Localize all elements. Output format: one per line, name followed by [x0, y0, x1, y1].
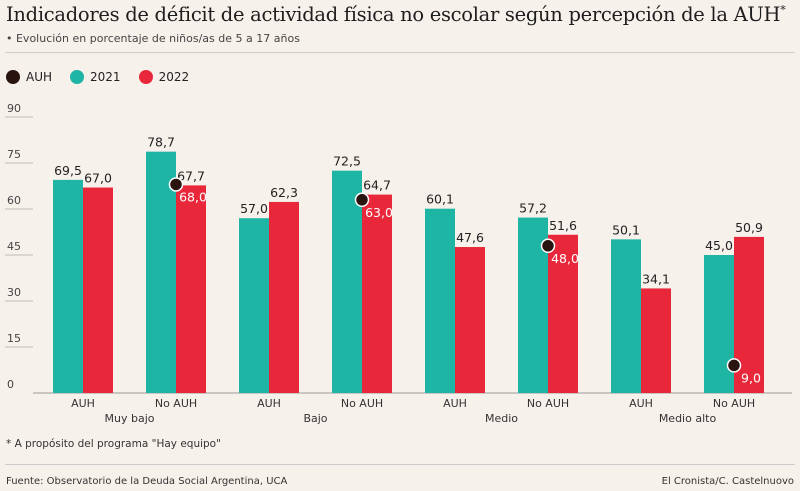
x-tick-label: No AUH — [713, 397, 755, 410]
y-tick-label: 15 — [7, 332, 21, 345]
y-tick-label: 75 — [7, 148, 21, 161]
y-tick-label: 0 — [7, 378, 14, 391]
data-label-2022: 64,7 — [363, 178, 391, 193]
data-label-2021: 69,5 — [54, 163, 82, 178]
chart-subtitle: • Evolución en porcentaje de niños/as de… — [6, 32, 300, 45]
chart-title: Indicadores de déficit de actividad físi… — [6, 3, 786, 26]
x-tick-label: AUH — [443, 397, 467, 410]
group-label: Bajo — [303, 412, 327, 425]
source: Fuente: Observatorio de la Deuda Social … — [6, 476, 288, 487]
data-label-2021: 57,2 — [519, 201, 547, 216]
data-label-auh: 68,0 — [179, 189, 207, 204]
bar-2022 — [641, 288, 671, 393]
bar-2022 — [362, 194, 392, 393]
legend-label-auh: AUH — [26, 70, 53, 84]
y-tick-label: 60 — [7, 194, 21, 207]
data-label-auh: 9,0 — [741, 370, 761, 385]
x-tick-label: No AUH — [527, 397, 569, 410]
footnote: * A propósito del programa "Hay equipo" — [6, 438, 221, 450]
data-label-2021: 78,7 — [147, 135, 175, 150]
legend-swatch-2022 — [138, 70, 153, 84]
group-label: Muy bajo — [105, 412, 155, 425]
data-label-2022: 51,6 — [549, 218, 577, 233]
legend-label-2022: 2022 — [158, 70, 190, 84]
data-label-2022: 67,7 — [177, 168, 205, 183]
auh-dot — [168, 177, 184, 192]
y-tick-label: 45 — [7, 240, 21, 253]
legend-swatch-auh — [6, 70, 20, 84]
auh-dot — [354, 192, 370, 208]
bar-2022 — [176, 185, 206, 393]
bar-2021 — [239, 218, 269, 393]
data-label-2022: 47,6 — [456, 230, 484, 245]
data-label-2022: 62,3 — [270, 185, 298, 200]
bar-2022 — [455, 247, 485, 393]
x-tick-label: AUH — [629, 397, 653, 410]
bar-2022 — [548, 234, 578, 393]
y-tick-label: 30 — [7, 286, 21, 299]
data-label-2021: 45,0 — [705, 238, 733, 253]
data-label-2021: 60,1 — [426, 192, 454, 207]
x-tick-label: No AUH — [341, 397, 383, 410]
data-label-2022: 50,9 — [735, 220, 763, 235]
bar-2021 — [53, 179, 83, 393]
data-label-2021: 72,5 — [333, 154, 361, 169]
bar-2021 — [425, 208, 455, 393]
group-label: Medio — [485, 412, 518, 425]
legend-label-2021: 2021 — [90, 70, 121, 84]
auh-dot — [726, 358, 742, 373]
data-label-2022: 67,0 — [84, 171, 112, 186]
data-label-2022: 34,1 — [642, 271, 670, 286]
x-tick-label: AUH — [257, 397, 281, 410]
x-tick-label: AUH — [71, 397, 95, 410]
bar-2022 — [269, 201, 299, 393]
divider — [5, 52, 795, 53]
bar-2021 — [332, 170, 362, 393]
x-tick-label: No AUH — [155, 397, 197, 410]
data-label-2021: 50,1 — [612, 222, 640, 237]
legend-swatch-2021 — [70, 70, 85, 84]
auh-dot — [540, 238, 556, 254]
y-tick-label: 90 — [7, 102, 21, 115]
title-mark: * — [780, 3, 786, 17]
bar-2021 — [704, 255, 734, 393]
data-label-2021: 57,0 — [240, 201, 268, 216]
data-label-auh: 48,0 — [551, 251, 579, 266]
bar-2022 — [83, 187, 113, 393]
data-label-auh: 63,0 — [365, 205, 393, 220]
legend: AUH 2021 2022 — [6, 70, 201, 84]
bar-2021 — [146, 151, 176, 393]
title-text: Indicadores de déficit de actividad físi… — [6, 3, 781, 26]
divider — [5, 464, 795, 465]
group-label: Medio alto — [659, 412, 717, 425]
bar-2021 — [611, 239, 641, 393]
credit: El Cronista/C. Castelnuovo — [661, 476, 794, 487]
